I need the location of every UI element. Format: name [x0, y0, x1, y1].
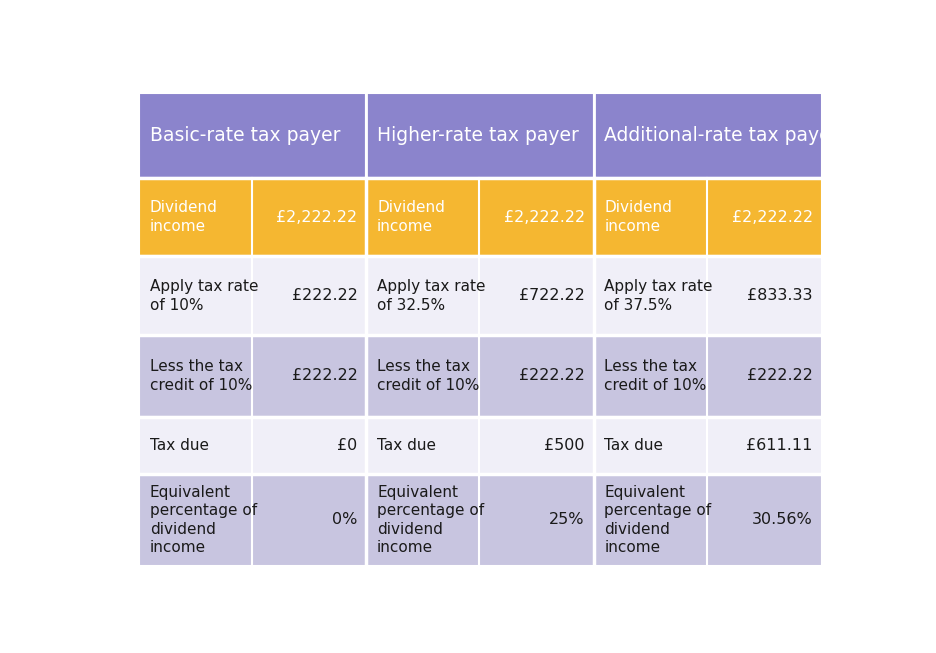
- Text: 25%: 25%: [548, 513, 584, 528]
- Text: £222.22: £222.22: [291, 289, 358, 303]
- Text: Less the tax
credit of 10%: Less the tax credit of 10%: [376, 359, 479, 392]
- Bar: [139, 178, 821, 257]
- Text: Basic-rate tax payer: Basic-rate tax payer: [150, 126, 340, 145]
- Bar: [139, 93, 366, 178]
- Text: Apply tax rate
of 32.5%: Apply tax rate of 32.5%: [376, 279, 485, 313]
- Text: £2,222.22: £2,222.22: [504, 210, 584, 225]
- Text: £0: £0: [337, 438, 358, 453]
- Text: Dividend
income: Dividend income: [376, 200, 445, 234]
- Bar: [366, 93, 592, 178]
- Text: 0%: 0%: [331, 513, 358, 528]
- Text: £222.22: £222.22: [746, 368, 812, 383]
- Text: Equivalent
percentage of
dividend
income: Equivalent percentage of dividend income: [150, 485, 256, 555]
- Text: Apply tax rate
of 10%: Apply tax rate of 10%: [150, 279, 258, 313]
- Text: £500: £500: [544, 438, 584, 453]
- Text: Dividend
income: Dividend income: [150, 200, 217, 234]
- Text: Equivalent
percentage of
dividend
income: Equivalent percentage of dividend income: [604, 485, 710, 555]
- Text: £222.22: £222.22: [291, 368, 358, 383]
- Text: £2,222.22: £2,222.22: [276, 210, 358, 225]
- Bar: [139, 417, 821, 473]
- Text: £833.33: £833.33: [747, 289, 812, 303]
- Text: £222.22: £222.22: [519, 368, 584, 383]
- Text: Tax due: Tax due: [604, 438, 663, 453]
- Bar: [592, 93, 821, 178]
- Text: Tax due: Tax due: [150, 438, 209, 453]
- Text: Equivalent
percentage of
dividend
income: Equivalent percentage of dividend income: [376, 485, 484, 555]
- Text: 30.56%: 30.56%: [752, 513, 812, 528]
- Text: Less the tax
credit of 10%: Less the tax credit of 10%: [150, 359, 252, 392]
- Text: Apply tax rate
of 37.5%: Apply tax rate of 37.5%: [604, 279, 712, 313]
- Text: £2,222.22: £2,222.22: [731, 210, 812, 225]
- Text: £722.22: £722.22: [519, 289, 584, 303]
- Bar: [139, 473, 821, 566]
- Text: Less the tax
credit of 10%: Less the tax credit of 10%: [604, 359, 706, 392]
- Text: £611.11: £611.11: [746, 438, 812, 453]
- Text: Additional-rate tax payer: Additional-rate tax payer: [604, 126, 838, 145]
- Text: Tax due: Tax due: [376, 438, 435, 453]
- Text: Higher-rate tax payer: Higher-rate tax payer: [376, 126, 578, 145]
- Bar: [139, 257, 821, 335]
- Bar: [139, 335, 821, 417]
- Text: Dividend
income: Dividend income: [604, 200, 671, 234]
